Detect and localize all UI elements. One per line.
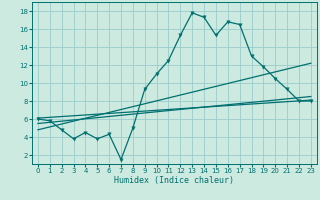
X-axis label: Humidex (Indice chaleur): Humidex (Indice chaleur): [115, 176, 234, 185]
